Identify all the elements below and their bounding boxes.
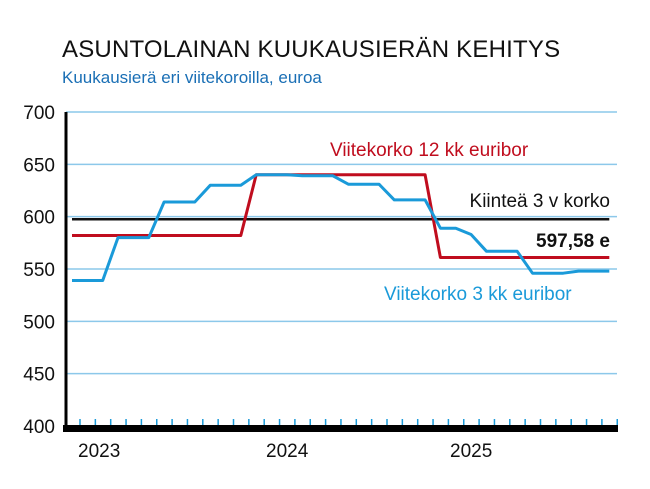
x-axis-bar bbox=[63, 425, 618, 432]
y-tick-label: 400 bbox=[23, 417, 55, 438]
series-line-0 bbox=[72, 173, 610, 282]
y-tick-label: 500 bbox=[23, 312, 55, 333]
x-label-2025: 2025 bbox=[450, 441, 492, 462]
y-tick-label: 700 bbox=[23, 103, 55, 124]
y-axis-labels: 700 650 600 550 500 450 400 bbox=[23, 103, 55, 438]
series-lines bbox=[72, 173, 610, 282]
chart-title: ASUNTOLAINAN KUUKAUSIERÄN KEHITYS bbox=[62, 36, 561, 63]
blue-series-label: Viitekorko 3 kk euribor bbox=[384, 284, 572, 305]
series-line-1 bbox=[72, 173, 610, 259]
red-series-label: Viitekorko 12 kk euribor bbox=[330, 140, 529, 161]
y-tick-label: 600 bbox=[23, 208, 55, 229]
gridlines bbox=[66, 111, 617, 375]
y-tick-label: 650 bbox=[23, 155, 55, 176]
fixed-series-value: 597,58 e bbox=[536, 231, 610, 252]
chart-subtitle: Kuukausierä eri viitekoroilla, euroa bbox=[62, 68, 322, 87]
x-label-2023: 2023 bbox=[78, 441, 120, 462]
x-label-2024: 2024 bbox=[266, 441, 309, 462]
y-tick-label: 450 bbox=[23, 365, 55, 386]
x-axis-ticks bbox=[79, 419, 618, 425]
fixed-series-label: Kiinteä 3 v korko bbox=[470, 191, 610, 212]
y-tick-label: 550 bbox=[23, 260, 55, 281]
